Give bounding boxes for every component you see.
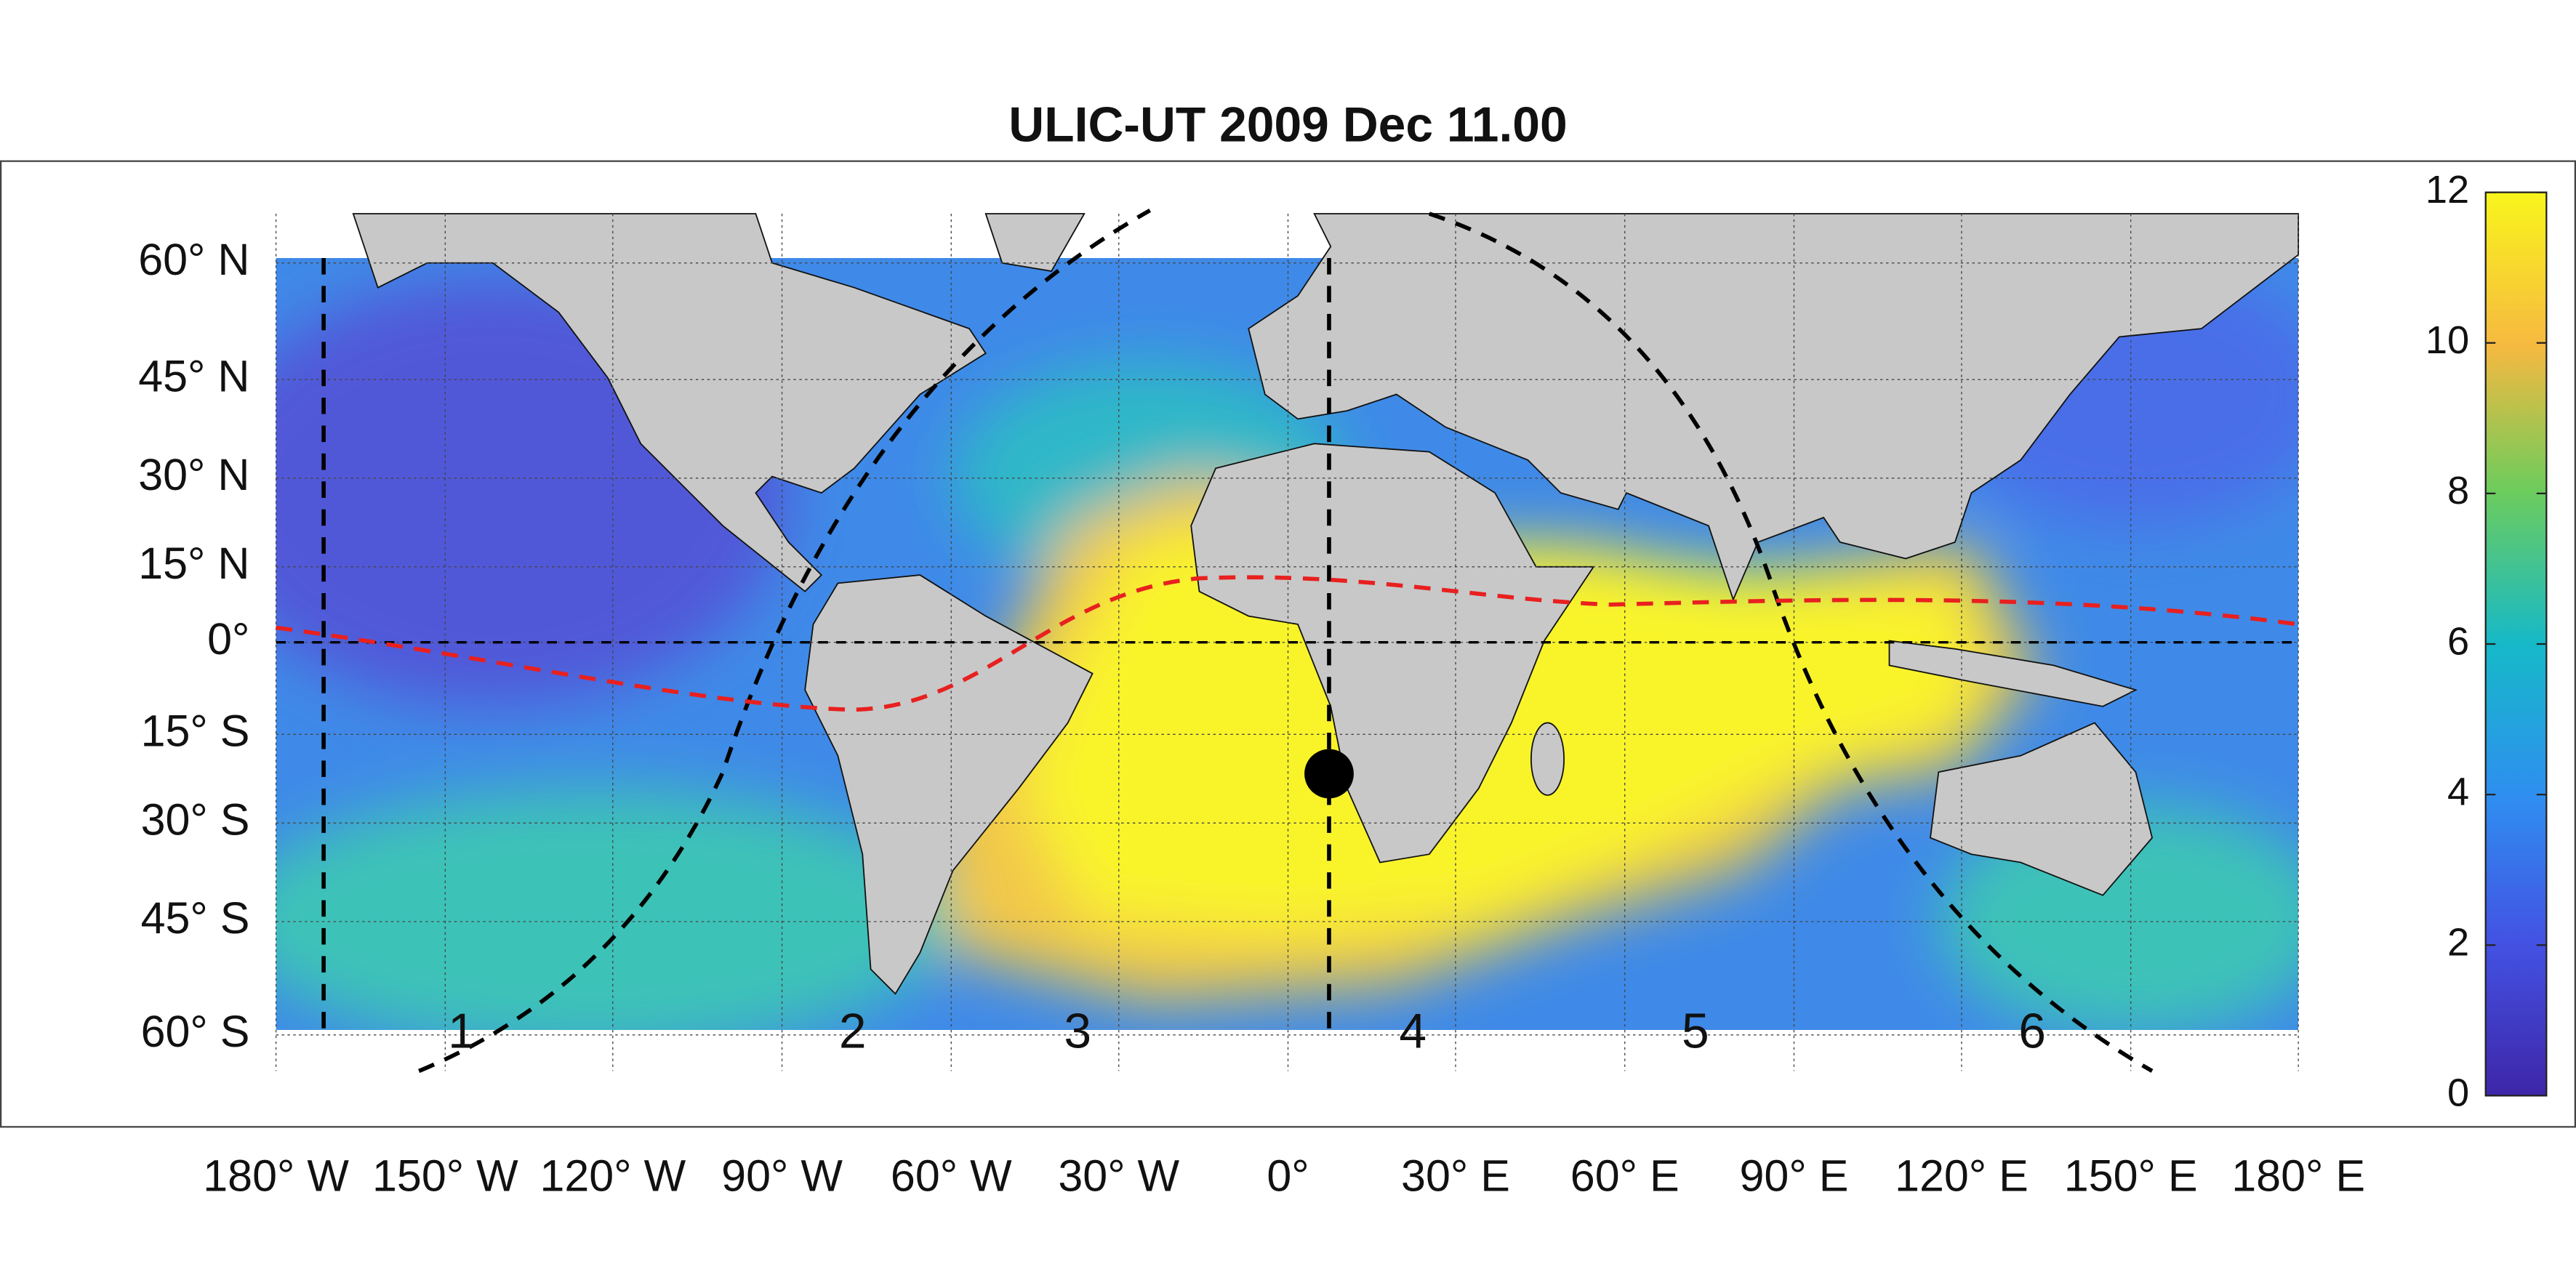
lon-label: 60° E — [1570, 1151, 1680, 1201]
lon-label: 30° E — [1401, 1151, 1510, 1201]
title: ULIC-UT 2009 Dec 11.00 — [1008, 97, 1567, 152]
subsolar-point — [1304, 749, 1354, 799]
overlay-lines — [276, 209, 2299, 1074]
lat-label: 60° N — [138, 235, 249, 284]
lon-label: 90° W — [721, 1151, 843, 1201]
north-america — [352, 213, 987, 592]
colorbar-tick-label: 2 — [2447, 921, 2469, 965]
graticule — [275, 213, 2299, 1071]
terminator — [1428, 212, 2154, 1073]
lat-label: 30° S — [141, 794, 250, 844]
lat-label: 15° N — [138, 539, 249, 588]
south-america — [804, 574, 1094, 995]
lon-label: 180° W — [203, 1151, 349, 1201]
zone-label: 5 — [1682, 1005, 1709, 1059]
magnetic-equator — [276, 575, 2299, 712]
zone-label: 6 — [2018, 1005, 2046, 1059]
terminator — [418, 209, 1152, 1074]
madagascar — [1530, 722, 1565, 796]
colorbar-tick-label: 4 — [2447, 770, 2469, 813]
colorbar-tick-label: 12 — [2425, 168, 2469, 212]
lon-label: 180° E — [2231, 1151, 2365, 1201]
colorbar-tick-label: 8 — [2447, 469, 2469, 512]
lon-label: 60° W — [891, 1151, 1012, 1201]
australia — [1930, 722, 2154, 896]
lon-label: 90° E — [1740, 1151, 1849, 1201]
greenland — [984, 213, 1086, 273]
zone-label: 2 — [839, 1005, 867, 1059]
colorbar — [2484, 191, 2548, 1097]
zone-label: 4 — [1399, 1005, 1427, 1059]
colorbar-tick-label: 0 — [2447, 1071, 2469, 1115]
lon-label: 120° W — [539, 1151, 686, 1201]
zone-label: 3 — [1064, 1005, 1091, 1059]
lat-label: 15° S — [141, 706, 250, 755]
colorbar-tick-label: 10 — [2425, 318, 2469, 362]
lat-label: 30° N — [138, 450, 249, 499]
land — [352, 213, 2300, 995]
lon-label: 150° E — [2064, 1151, 2198, 1201]
mid-region — [276, 788, 953, 1030]
lon-label: 150° W — [372, 1151, 518, 1201]
indonesia — [1888, 640, 2138, 707]
africa — [1190, 443, 1595, 864]
lat-label: 0° — [207, 614, 249, 664]
lon-label: 30° W — [1058, 1151, 1179, 1201]
lat-label: 45° N — [138, 351, 249, 401]
lat-label: 60° S — [141, 1007, 250, 1056]
eurasia — [1248, 213, 2300, 602]
lon-label: 0° — [1267, 1151, 1309, 1201]
lat-label: 45° S — [141, 893, 250, 943]
colorbar-tick-label: 6 — [2447, 619, 2469, 663]
zone-label: 1 — [448, 1005, 476, 1059]
lon-label: 120° E — [1895, 1151, 2029, 1201]
frame — [0, 160, 2576, 1128]
